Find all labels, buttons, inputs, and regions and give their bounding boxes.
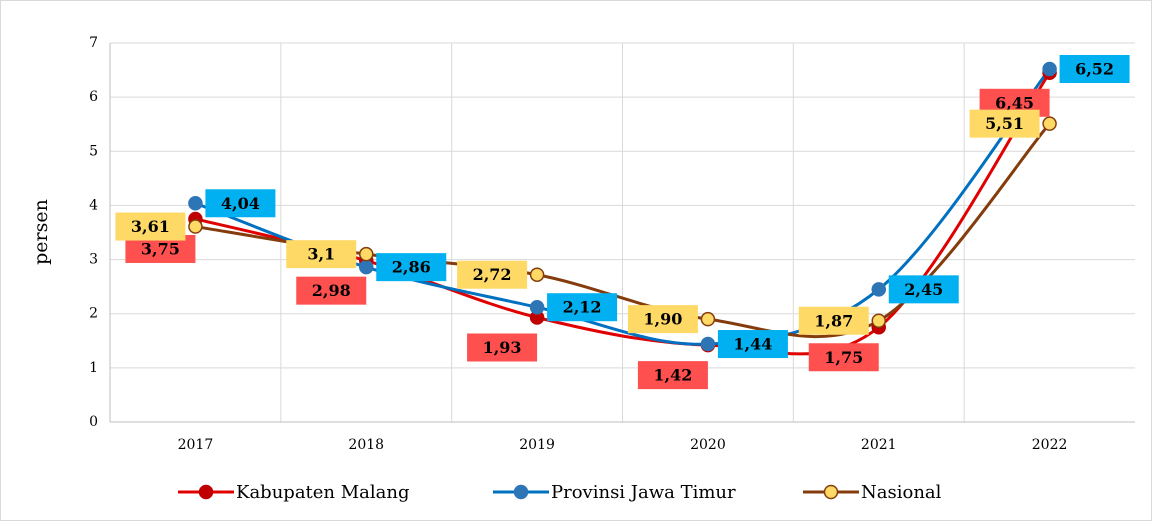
legend-marker bbox=[823, 484, 839, 500]
marker bbox=[871, 313, 886, 329]
value-label: 2,72 bbox=[473, 265, 512, 284]
value-label-bg bbox=[296, 276, 367, 305]
legend-marker bbox=[513, 484, 529, 500]
y-tick-label: 4 bbox=[89, 197, 98, 213]
value-label: 2,86 bbox=[392, 258, 431, 277]
marker bbox=[529, 267, 545, 282]
value-label-bg bbox=[798, 306, 869, 335]
value-label-bg bbox=[717, 330, 788, 359]
value-label: 1,42 bbox=[653, 366, 692, 385]
legend-label: Provinsi Jawa Timur bbox=[551, 482, 736, 503]
value-label: 1,90 bbox=[643, 310, 682, 329]
value-label-bg bbox=[1059, 54, 1130, 83]
value-label: 3,1 bbox=[307, 245, 335, 264]
marker bbox=[529, 299, 545, 315]
y-tick-label: 6 bbox=[89, 89, 98, 105]
value-label-bg bbox=[888, 275, 959, 304]
legend-label: Kabupaten Malang bbox=[236, 482, 410, 503]
value-label-bg bbox=[547, 293, 618, 322]
value-label-bg bbox=[627, 305, 698, 334]
value-label: 1,75 bbox=[824, 348, 863, 367]
value-label-bg bbox=[205, 189, 276, 218]
marker bbox=[188, 219, 203, 234]
marker bbox=[359, 246, 374, 262]
value-label: 2,12 bbox=[563, 298, 602, 317]
legend-marker bbox=[198, 484, 214, 500]
x-tick-label: 2017 bbox=[178, 437, 214, 453]
y-tick-label: 2 bbox=[89, 306, 98, 322]
value-label-bg bbox=[115, 212, 186, 241]
value-label: 3,75 bbox=[141, 239, 180, 258]
marker bbox=[1042, 61, 1057, 77]
value-label-bg bbox=[969, 109, 1040, 138]
value-label: 6,45 bbox=[995, 93, 1034, 112]
value-label-bg bbox=[457, 260, 528, 289]
x-tick-label: 2018 bbox=[348, 437, 384, 453]
value-label: 2,45 bbox=[904, 280, 943, 299]
y-tick-label: 5 bbox=[89, 143, 98, 159]
marker bbox=[188, 196, 203, 211]
value-label: 4,04 bbox=[221, 194, 260, 213]
value-label: 1,44 bbox=[733, 335, 772, 354]
value-label-bg bbox=[808, 343, 879, 372]
value-label-bg bbox=[637, 361, 708, 390]
x-tick-label: 2020 bbox=[690, 437, 726, 453]
x-tick-label: 2021 bbox=[861, 437, 897, 453]
marker bbox=[700, 311, 716, 327]
value-label: 1,87 bbox=[814, 311, 853, 330]
value-label: 1,93 bbox=[483, 338, 522, 357]
value-label-bg bbox=[467, 333, 538, 362]
y-tick-label: 7 bbox=[89, 35, 98, 51]
marker bbox=[871, 282, 886, 297]
value-label: 2,98 bbox=[312, 281, 351, 300]
value-label-bg bbox=[286, 240, 357, 269]
legend-label: Nasional bbox=[861, 482, 942, 503]
y-axis-label: persen bbox=[30, 199, 52, 265]
y-tick-label: 0 bbox=[89, 414, 98, 430]
marker bbox=[359, 259, 374, 275]
x-tick-label: 2022 bbox=[1032, 437, 1068, 453]
value-label: 6,52 bbox=[1075, 59, 1114, 78]
y-tick-label: 1 bbox=[89, 360, 98, 376]
y-tick-label: 3 bbox=[89, 252, 98, 268]
marker bbox=[1042, 116, 1057, 131]
x-tick-label: 2019 bbox=[519, 437, 555, 453]
value-label: 3,61 bbox=[131, 217, 170, 236]
value-label: 5,51 bbox=[985, 114, 1024, 133]
value-label-bg bbox=[376, 253, 447, 282]
marker bbox=[700, 336, 716, 352]
